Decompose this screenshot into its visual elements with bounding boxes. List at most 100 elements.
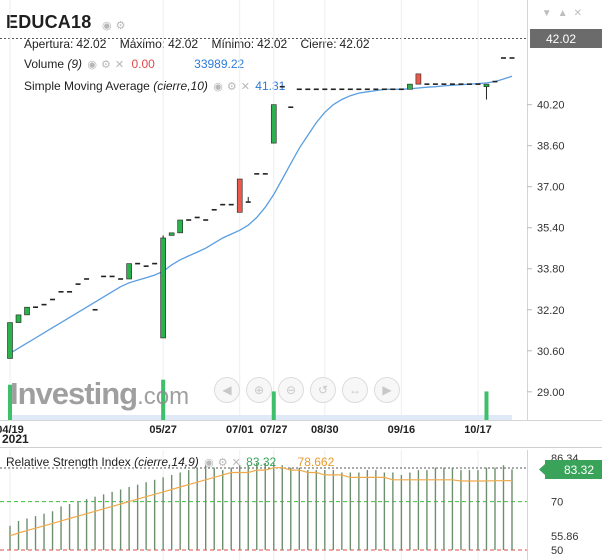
candle-body (203, 219, 209, 221)
candle-body (15, 314, 22, 323)
candle (449, 83, 455, 85)
candle-body (322, 88, 328, 91)
price-tick-label: 32.20 (537, 305, 565, 317)
candle (143, 265, 149, 267)
instrument-symbol: EDUCA18 (6, 12, 92, 32)
price-tick-label: 38.60 (537, 141, 565, 153)
candle (109, 275, 115, 278)
candle-body (364, 88, 370, 91)
candle (245, 196, 251, 203)
time-tick-label: 08/30 (311, 424, 339, 436)
candle-body (458, 83, 464, 85)
candle-body (126, 263, 132, 280)
candle (381, 88, 387, 91)
gear-icon[interactable]: ⚙ (115, 20, 126, 32)
candle (279, 85, 285, 88)
gear-icon[interactable]: ⚙ (226, 81, 237, 93)
candle-body (500, 57, 506, 59)
candle-body (390, 88, 396, 91)
header-icons: ◉ ⚙ (100, 16, 127, 34)
volume-bars (8, 379, 512, 420)
eye-icon[interactable]: ◉ (102, 20, 112, 32)
rsi-last-badge (545, 460, 602, 479)
logo-suffix: .com (137, 383, 190, 410)
candle-body (415, 73, 422, 85)
candle (458, 83, 464, 85)
last-price-badge (530, 29, 602, 48)
time-tick-label: 09/16 (388, 424, 416, 436)
candle-body (288, 106, 294, 109)
candle-body (33, 306, 39, 308)
candle-body (296, 88, 302, 91)
close-icon[interactable]: ✕ (240, 81, 250, 93)
top-right-icons: ▼ ▲ ✕ (536, 8, 582, 19)
candle (509, 57, 515, 59)
candle (220, 203, 226, 206)
close-label: Cierre: (300, 37, 337, 51)
rsi-legend[interactable]: Relative Strength Index (cierre,14,9) ◉ ⚙… (6, 455, 334, 469)
candle-body (143, 265, 149, 267)
rsi-param: (cierre,14,9) (134, 455, 199, 469)
candle-body (177, 219, 183, 234)
rsi-label: Relative Strength Index (6, 455, 131, 469)
candle (347, 88, 353, 91)
zoom-in-button[interactable]: ⊕ (246, 377, 272, 403)
candle-body (492, 80, 498, 83)
volume-legend[interactable]: Volume (9) ◉ ⚙ ✕ 0.00 33989.22 (24, 57, 244, 71)
candle (101, 275, 107, 278)
sma-legend[interactable]: Simple Moving Average (cierre,10) ◉ ⚙ ✕ 41… (24, 79, 285, 93)
candle-body (509, 57, 515, 59)
candle (186, 219, 192, 221)
close-icon[interactable]: ✕ (114, 59, 125, 71)
candle-body (483, 83, 490, 88)
sma-value: 41.31 (255, 79, 286, 93)
low-label: Mínimo: (211, 37, 255, 51)
candle-body (475, 83, 481, 85)
volume-bar (271, 391, 276, 420)
price-tick-label: 33.80 (537, 264, 565, 276)
eye-icon[interactable]: ◉ (204, 457, 214, 469)
close-icon[interactable]: ✕ (573, 8, 582, 19)
open-label: Apertura: (24, 37, 74, 51)
candle-body (381, 88, 387, 91)
close-icon[interactable]: ✕ (231, 457, 241, 469)
price-tick-label: 30.60 (537, 346, 565, 358)
candle (50, 298, 56, 301)
reset-zoom-button[interactable]: ↺ (310, 377, 336, 403)
gear-icon[interactable]: ⚙ (217, 457, 228, 469)
candle-body (211, 208, 217, 211)
zoom-out-button[interactable]: ⊖ (278, 377, 304, 403)
candle (254, 173, 260, 175)
candle (7, 322, 13, 359)
candle (168, 232, 175, 236)
candle (407, 83, 413, 90)
gear-icon[interactable]: ⚙ (101, 59, 111, 71)
candle (24, 306, 30, 316)
scroll-right-button[interactable]: ▶ (374, 377, 400, 403)
candle (313, 88, 319, 91)
eye-icon[interactable]: ◉ (87, 59, 97, 71)
bell-icon[interactable]: ▲ (557, 8, 568, 19)
candle-body (313, 88, 319, 91)
chevron-down-icon[interactable]: ▼ (541, 8, 552, 19)
fit-button[interactable]: ↔ (342, 377, 368, 403)
candle-body (109, 275, 115, 278)
volume-value-red: 0.00 (131, 57, 155, 71)
candle (126, 263, 132, 280)
candle-body (24, 306, 30, 316)
candle-body (466, 83, 472, 85)
candle (466, 83, 472, 85)
candle-body (254, 173, 260, 175)
sma-line (9, 75, 513, 354)
candle (288, 106, 294, 109)
time-tick-label: 07/01 (226, 424, 254, 436)
year-label: 2021 (2, 432, 29, 446)
eye-icon[interactable]: ◉ (213, 81, 223, 93)
candle (58, 291, 64, 293)
candle-body (347, 88, 353, 91)
scroll-left-button[interactable]: ◀ (214, 377, 240, 403)
candle (500, 57, 506, 59)
candle-body (50, 298, 56, 301)
candle (398, 88, 404, 91)
